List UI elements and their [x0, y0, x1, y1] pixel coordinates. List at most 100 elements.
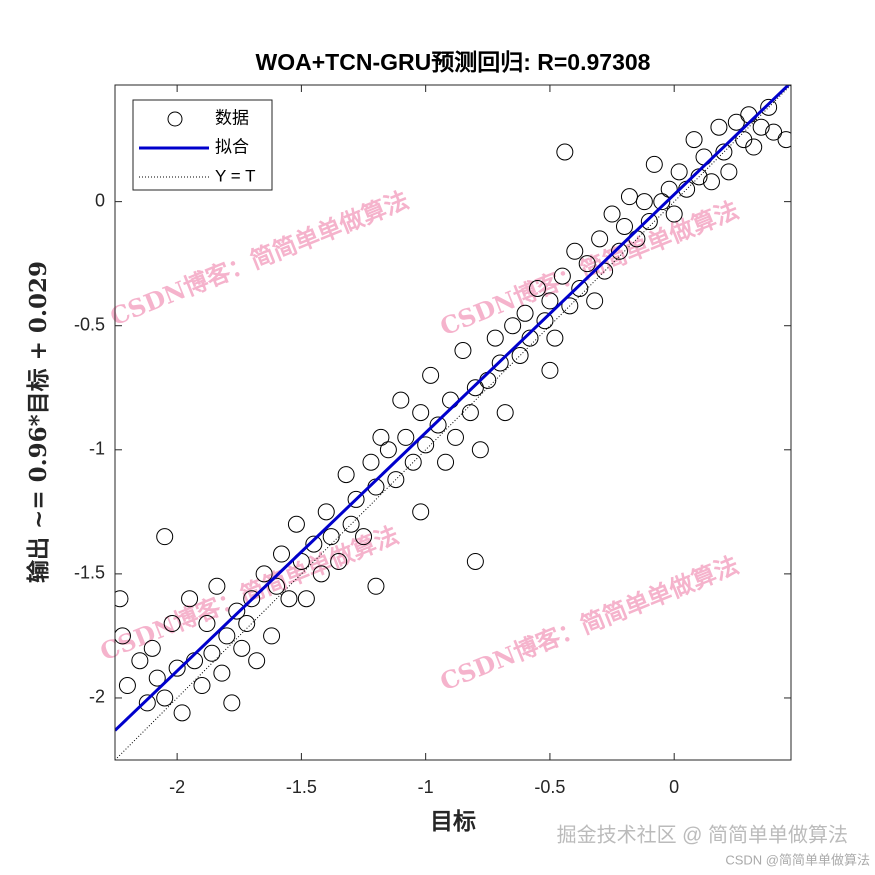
- data-point: [429, 416, 447, 434]
- data-point: [546, 329, 564, 347]
- data-point: [745, 138, 763, 156]
- data-point: [138, 694, 156, 712]
- data-point: [720, 163, 738, 181]
- series-line: [115, 85, 791, 732]
- data-point: [496, 404, 514, 422]
- y-tick-label: -2: [89, 687, 105, 707]
- data-point: [337, 466, 355, 484]
- data-point: [317, 503, 335, 521]
- x-tick-label: -1: [418, 777, 434, 797]
- data-point: [422, 366, 440, 384]
- data-point: [115, 590, 129, 608]
- data-point: [273, 545, 291, 563]
- data-point: [446, 428, 464, 446]
- y-axis-label: 输出 ~= 0.96*目标 + 0.029: [25, 261, 52, 583]
- data-point: [710, 118, 728, 136]
- data-point: [287, 515, 305, 533]
- data-point: [553, 267, 571, 285]
- data-point: [752, 118, 770, 136]
- data-point: [233, 639, 251, 657]
- data-point: [342, 515, 360, 533]
- data-point: [213, 664, 231, 682]
- data-point: [529, 279, 546, 297]
- data-point: [727, 113, 745, 131]
- data-point: [198, 615, 216, 633]
- legend-box: [132, 99, 273, 191]
- data-point: [118, 677, 136, 695]
- y-tick-label: -1: [89, 439, 105, 459]
- data-point: [131, 652, 149, 670]
- data-point: [603, 205, 621, 223]
- axes-box: [114, 84, 792, 761]
- x-tick-label: -2: [169, 777, 185, 797]
- y-tick-label: 0: [95, 190, 105, 210]
- data-point: [777, 131, 791, 149]
- data-point: [491, 354, 509, 372]
- data-point: [367, 577, 385, 595]
- data-point: [347, 490, 365, 508]
- data-point: [486, 329, 504, 347]
- data-point: [466, 379, 484, 397]
- data-point: [255, 565, 273, 583]
- data-point: [578, 255, 596, 273]
- data-point: [645, 155, 663, 173]
- data-point: [362, 453, 380, 471]
- data-point: [148, 669, 166, 687]
- data-point: [653, 193, 671, 211]
- data-point: [372, 428, 390, 446]
- data-point: [665, 205, 683, 223]
- data-point: [536, 312, 554, 330]
- data-point: [640, 212, 658, 230]
- data-point: [387, 471, 405, 489]
- data-point: [392, 391, 410, 409]
- x-axis-label: 目标: [430, 808, 476, 835]
- data-point: [397, 428, 415, 446]
- x-tick-label: 0: [669, 777, 679, 797]
- y-tick-label: -1.5: [74, 563, 105, 583]
- x-tick-label: -0.5: [534, 777, 565, 797]
- data-point: [635, 193, 653, 211]
- x-tick-label: -1.5: [286, 777, 317, 797]
- data-point: [760, 98, 778, 116]
- legend-label: 拟合: [215, 137, 249, 156]
- data-point: [243, 590, 261, 608]
- data-point: [471, 441, 489, 459]
- data-point: [163, 615, 181, 633]
- data-point: [312, 565, 330, 583]
- data-point: [223, 694, 241, 712]
- data-point: [173, 704, 191, 722]
- data-point: [248, 652, 266, 670]
- data-point: [566, 242, 584, 260]
- data-point: [115, 627, 131, 645]
- data-point: [511, 346, 529, 364]
- data-point: [586, 292, 604, 310]
- legend-label: 数据: [215, 108, 249, 127]
- data-point: [615, 217, 633, 235]
- data-point: [591, 230, 609, 248]
- series-line: [115, 85, 791, 760]
- footer-sub: CSDN @简简单单做算法: [725, 852, 870, 867]
- data-point: [670, 163, 688, 181]
- data-point: [417, 436, 435, 454]
- data-point: [305, 535, 323, 553]
- data-point: [521, 329, 539, 347]
- data-point: [561, 297, 579, 315]
- data-point: [541, 292, 559, 310]
- data-point: [504, 317, 522, 335]
- data-point: [412, 404, 430, 422]
- data-point: [685, 131, 703, 149]
- data-point: [556, 143, 574, 161]
- data-point: [611, 242, 629, 260]
- data-point: [193, 677, 211, 695]
- data-point: [355, 528, 373, 546]
- data-point: [541, 361, 559, 379]
- data-point: [322, 528, 340, 546]
- data-point: [228, 602, 246, 620]
- data-point: [263, 627, 281, 645]
- data-point: [203, 644, 221, 662]
- data-point: [208, 577, 226, 595]
- plot-area: [115, 85, 791, 760]
- data-point: [181, 590, 199, 608]
- data-point: [156, 689, 174, 707]
